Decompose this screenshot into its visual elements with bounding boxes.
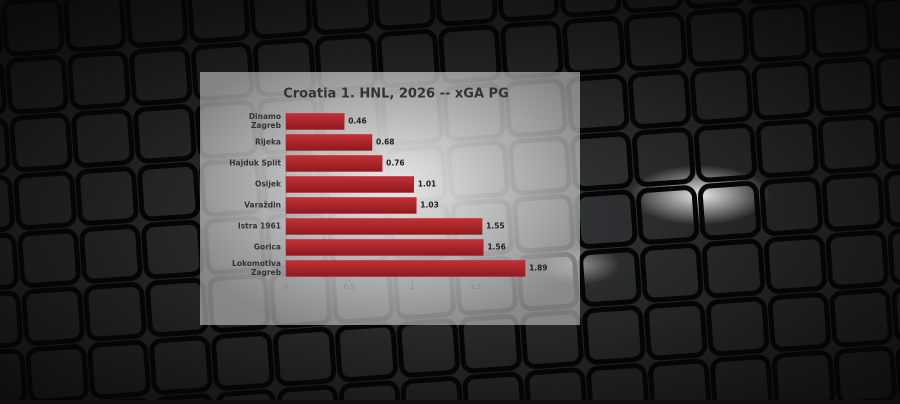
bar — [285, 218, 483, 235]
value-label: 0.68 — [376, 138, 395, 147]
value-label: 0.76 — [386, 159, 405, 168]
value-label: 1.55 — [486, 222, 505, 231]
y-tick-label: Istra 1961 — [238, 222, 281, 231]
y-tick-label: Gorica — [254, 243, 281, 252]
value-label: 1.01 — [418, 180, 437, 189]
value-label: 1.56 — [487, 243, 506, 252]
bar — [285, 155, 383, 172]
value-label: 0.46 — [348, 117, 367, 126]
chart-title: Croatia 1. HNL, 2026 -- xGA PG — [283, 87, 509, 102]
x-tick-label: 1 — [410, 283, 414, 291]
bar — [285, 239, 484, 256]
x-tick-label: 0.5 — [344, 283, 355, 291]
value-label: 1.03 — [420, 201, 439, 210]
value-label: 1.89 — [529, 264, 548, 273]
y-tick-label: Lokomotiva Zagreb — [232, 259, 282, 277]
bar — [285, 176, 415, 193]
y-tick-label: Hajduk Split — [229, 159, 281, 168]
x-tick-label: 1.5 — [470, 283, 481, 291]
bar — [285, 197, 417, 214]
y-tick-label: Osijek — [255, 180, 282, 189]
bar — [285, 260, 526, 277]
y-tick-label: Dinamo Zagreb — [249, 112, 282, 130]
y-tick-label: Varaždin — [244, 201, 281, 210]
bar — [285, 134, 373, 151]
y-tick-label: Rijeka — [255, 138, 281, 147]
chart: Croatia 1. HNL, 2026 -- xGA PG 0 0.5 1 1.5 D… — [229, 87, 547, 292]
bar — [285, 113, 345, 130]
x-tick-label: 0 — [284, 283, 288, 291]
